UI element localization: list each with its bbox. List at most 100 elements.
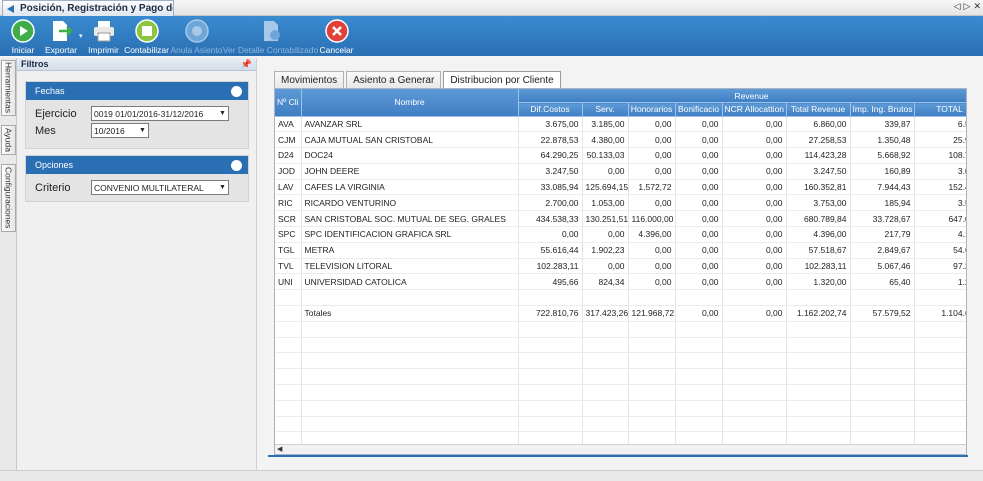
cell-value: 0,00 bbox=[628, 131, 676, 149]
tab-asiento-a-generar[interactable]: Asiento a Generar bbox=[346, 71, 442, 89]
collapse-icon[interactable] bbox=[231, 85, 242, 97]
cell-empty bbox=[786, 400, 851, 417]
fechas-header[interactable]: Fechas bbox=[26, 82, 248, 100]
cell-value: 1.572,72 bbox=[628, 179, 676, 196]
table-row[interactable]: UNI UNIVERSIDAD CATOLICA 495,66 824,34 0,00 0… bbox=[275, 273, 966, 291]
cell-value: 27.258,53 bbox=[786, 131, 851, 149]
scroll-left-icon[interactable]: ◁ bbox=[953, 1, 961, 11]
scroll-left-arrow-icon[interactable]: ◀ bbox=[277, 446, 283, 453]
col-header[interactable]: Dif.Costos bbox=[518, 102, 583, 117]
document-tab[interactable]: Posición, Registración y Pago de I... bbox=[2, 0, 174, 16]
cell-empty bbox=[301, 337, 519, 354]
table-row[interactable]: D24 DOC24 64.290,25 50.133,03 0,00 0,00 0,00 11… bbox=[275, 147, 966, 164]
criterio-select[interactable]: CONVENIO MULTILATERAL ▼ bbox=[91, 180, 229, 195]
cell-value: 5.067,46 bbox=[850, 258, 915, 275]
exportar-dropdown-icon[interactable]: ▾ bbox=[79, 33, 83, 40]
col-header-cli[interactable]: Nº Cli bbox=[275, 89, 302, 117]
ejercicio-select[interactable]: 0019 01/01/2016-31/12/2016 ▼ bbox=[91, 106, 229, 121]
cell-value: 0,00 bbox=[722, 194, 787, 212]
cell-empty bbox=[582, 400, 629, 417]
col-header[interactable]: Serv. bbox=[582, 102, 629, 117]
table-row[interactable]: TGL METRA 55.616,44 1.902,23 0,00 0,00 0,00 57.… bbox=[275, 242, 966, 259]
cell-value: 1.320,00 bbox=[786, 273, 851, 291]
cell-cli: RIC bbox=[275, 194, 302, 212]
cell-empty bbox=[722, 416, 787, 433]
col-header-nombre[interactable]: Nombre bbox=[301, 89, 519, 117]
cell-empty bbox=[628, 384, 676, 401]
chevron-down-icon: ▼ bbox=[219, 184, 226, 191]
table-row[interactable]: SCR SAN CRISTOBAL SOC. MUTUAL DE SEG. GRA… bbox=[275, 210, 966, 228]
fechas-group: Fechas Ejercicio 0019 01/01/2016-31/12/2… bbox=[25, 81, 249, 149]
cell-value: 0,00 bbox=[722, 242, 787, 259]
table-row[interactable]: AVA AVANZAR SRL 3.675,00 3.185,00 0,00 0,00 0,… bbox=[275, 116, 966, 133]
table-row[interactable]: RIC RICARDO VENTURINO 2.700,00 1.053,00 0,00… bbox=[275, 194, 966, 212]
totals-value: 317.423,26 bbox=[582, 305, 629, 322]
document-tab-title: Posición, Registración y Pago de I... bbox=[20, 3, 173, 14]
imprimir-label: Imprimir bbox=[88, 45, 119, 55]
cell-empty bbox=[722, 400, 787, 417]
cell-value: 185,94 bbox=[850, 194, 915, 212]
ejercicio-label: Ejercicio bbox=[35, 107, 77, 120]
side-tab-herramientas[interactable]: Herramientas bbox=[1, 60, 16, 116]
cell-nombre: SPC IDENTIFICACION GRAFICA SRL bbox=[301, 226, 519, 243]
cell-value: 1.902,23 bbox=[582, 242, 629, 259]
cell-empty bbox=[518, 400, 583, 417]
iniciar-button[interactable]: Iniciar bbox=[5, 16, 41, 56]
contabilizar-button[interactable]: Contabilizar bbox=[123, 16, 171, 56]
cell-nombre: DOC24 bbox=[301, 147, 519, 164]
exportar-button[interactable]: Exportar bbox=[41, 16, 81, 56]
cell-value: 33.085,94 bbox=[518, 179, 583, 196]
mes-select[interactable]: 10/2016 ▼ bbox=[91, 123, 149, 138]
cell-empty bbox=[518, 289, 583, 307]
cell-value: 647.061, bbox=[914, 210, 966, 228]
col-header[interactable]: Imp. Ing. Brutos bbox=[850, 102, 915, 117]
col-header[interactable]: Bonificacio bbox=[675, 102, 723, 117]
anula-asiento-button[interactable]: Anula Asiento bbox=[171, 16, 223, 56]
cell-empty bbox=[518, 384, 583, 401]
cell-value: 0,00 bbox=[675, 163, 723, 180]
cell-value: 0,00 bbox=[675, 179, 723, 196]
cell-empty bbox=[582, 384, 629, 401]
pin-icon[interactable]: 📌 bbox=[240, 58, 252, 69]
cell-empty bbox=[675, 321, 723, 338]
col-header[interactable]: Total Revenue bbox=[786, 102, 851, 117]
side-tab-ayuda[interactable]: Ayuda bbox=[1, 125, 16, 155]
table-row[interactable]: CJM CAJA MUTUAL SAN CRISTOBAL 22.878,53 4.3… bbox=[275, 131, 966, 149]
opciones-header[interactable]: Opciones bbox=[26, 156, 248, 174]
table-row[interactable]: TVL TELEVISION LITORAL 102.283,11 0,00 0,00 0… bbox=[275, 258, 966, 275]
cell-value: 434.538,33 bbox=[518, 210, 583, 228]
table-row[interactable]: LAV CAFES LA VIRGINIA 33.085,94 125.694,15 1… bbox=[275, 179, 966, 196]
cell-value: 0,00 bbox=[628, 242, 676, 259]
col-header[interactable]: TOTAL bbox=[914, 102, 966, 117]
mes-label: Mes bbox=[35, 124, 56, 137]
col-header[interactable]: NCR Allocattion bbox=[722, 102, 787, 117]
totals-value: 722.810,76 bbox=[518, 305, 583, 322]
scroll-right-icon[interactable]: ▷ bbox=[963, 1, 971, 11]
col-header[interactable]: Honorarios bbox=[628, 102, 676, 117]
tab-movimientos[interactable]: Movimientos bbox=[274, 71, 345, 89]
cell-value: 680.789,84 bbox=[786, 210, 851, 228]
cell-value: 0,00 bbox=[722, 210, 787, 228]
cancelar-button[interactable]: Cancelar bbox=[319, 16, 355, 56]
cell-cli: LAV bbox=[275, 179, 302, 196]
table-row[interactable]: JOD JOHN DEERE 3.247,50 0,00 0,00 0,00 0,00 3.2… bbox=[275, 163, 966, 180]
cell-value: 0,00 bbox=[722, 179, 787, 196]
cell-value: 0,00 bbox=[675, 242, 723, 259]
table-row[interactable]: SPC SPC IDENTIFICACION GRAFICA SRL 0,00 0,0… bbox=[275, 226, 966, 243]
cell-empty bbox=[786, 368, 851, 386]
cell-value: 0,00 bbox=[722, 163, 787, 180]
close-icon[interactable]: ✕ bbox=[973, 1, 981, 11]
tab-distribucion-por-cliente[interactable]: Distribucion por Cliente bbox=[443, 71, 561, 89]
cell-value: 6.520, bbox=[914, 116, 966, 133]
totals-row: Totales 722.810,76 317.423,26 121.968,72 0,0… bbox=[275, 305, 966, 322]
cell-empty bbox=[850, 337, 915, 354]
cell-empty bbox=[275, 321, 302, 338]
ejercicio-row: Ejercicio 0019 01/01/2016-31/12/2016 ▼ bbox=[35, 106, 229, 121]
ver-detalle-button[interactable]: Ver Detalle Contabilizado bbox=[223, 16, 319, 56]
side-tab-configuraciones[interactable]: Configuraciones bbox=[1, 164, 16, 232]
cell-value: 0,00 bbox=[675, 210, 723, 228]
horizontal-scrollbar[interactable]: ◀ bbox=[275, 444, 966, 454]
imprimir-button[interactable]: Imprimir bbox=[85, 16, 123, 56]
collapse-icon[interactable] bbox=[231, 159, 242, 171]
distribucion-grid: Nº Cli Nombre Revenue Dif.Costos Serv. Hon… bbox=[274, 88, 967, 455]
